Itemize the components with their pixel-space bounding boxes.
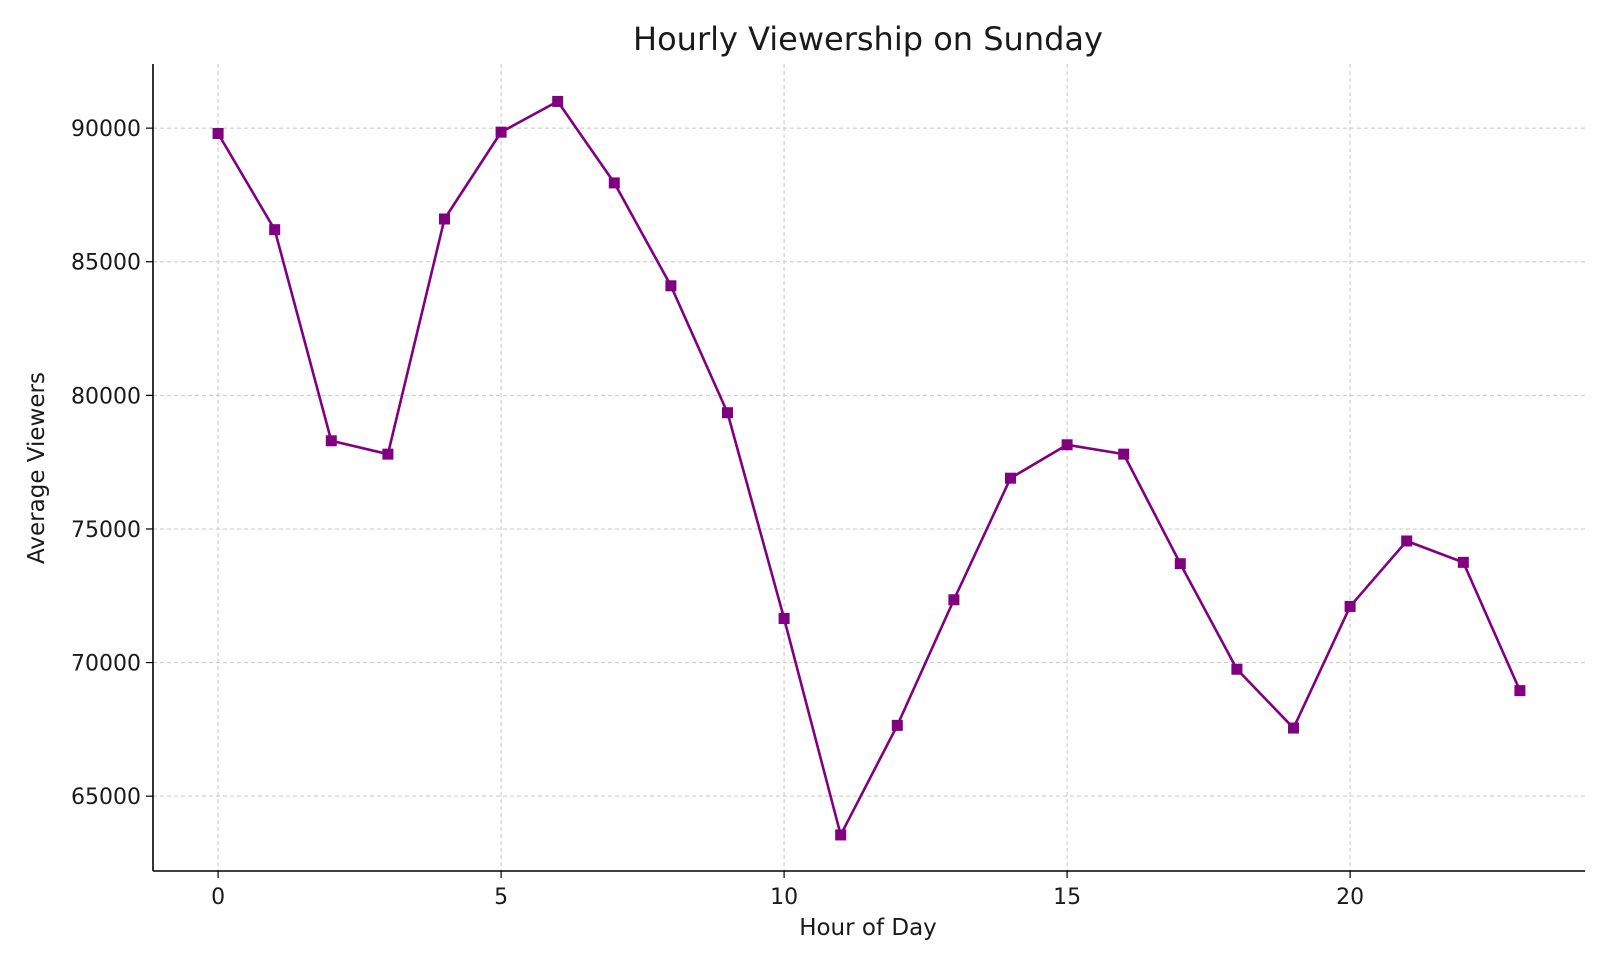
data-point-marker	[948, 594, 960, 606]
data-point-marker	[438, 213, 450, 225]
data-point-marker	[1005, 472, 1016, 484]
x-tick-label: 15	[1053, 885, 1081, 910]
y-axis-title: Average Viewers	[24, 372, 50, 564]
data-point-marker	[212, 127, 224, 139]
data-point-marker	[269, 224, 281, 236]
series-line	[216, 100, 1522, 837]
x-tick-label: 0	[211, 885, 225, 910]
y-tick-label: 90000	[71, 117, 141, 142]
y-tick-label: 80000	[71, 384, 141, 409]
y-tick-label: 65000	[71, 785, 141, 810]
grid-layer	[153, 64, 1585, 871]
x-axis-title: Hour of Day	[799, 915, 937, 941]
data-point-marker	[382, 448, 394, 460]
data-point-marker	[1344, 600, 1356, 612]
data-point-marker	[1118, 448, 1130, 460]
data-point-marker	[495, 126, 507, 138]
x-tick-label: 10	[770, 885, 798, 910]
data-point-marker	[1174, 558, 1186, 570]
data-point-marker	[1288, 722, 1300, 734]
data-point-marker	[722, 407, 733, 419]
y-tick-label: 70000	[71, 652, 141, 677]
y-tick-label: 85000	[71, 251, 141, 276]
x-tick-label: 5	[494, 885, 508, 910]
data-point-marker	[835, 829, 847, 841]
data-point-marker	[1061, 439, 1073, 451]
data-point-marker	[552, 95, 564, 107]
data-point-marker	[608, 177, 620, 189]
series-layer	[212, 95, 1526, 841]
data-point-marker	[1514, 685, 1526, 697]
y-tick-label: 75000	[71, 518, 141, 543]
data-point-marker	[665, 280, 677, 292]
data-point-marker	[1457, 556, 1469, 568]
data-point-marker	[1231, 663, 1243, 675]
data-point-marker	[891, 719, 903, 731]
data-point-marker	[325, 435, 337, 447]
data-point-marker	[1401, 535, 1413, 547]
data-point-marker	[778, 612, 790, 624]
x-tick-label: 20	[1336, 885, 1364, 910]
chart-title: Hourly Viewership on Sunday	[633, 20, 1103, 58]
axes-layer: 0 5 10 15 20 65000 70000 75000 80000 85000 90000	[71, 64, 1585, 910]
